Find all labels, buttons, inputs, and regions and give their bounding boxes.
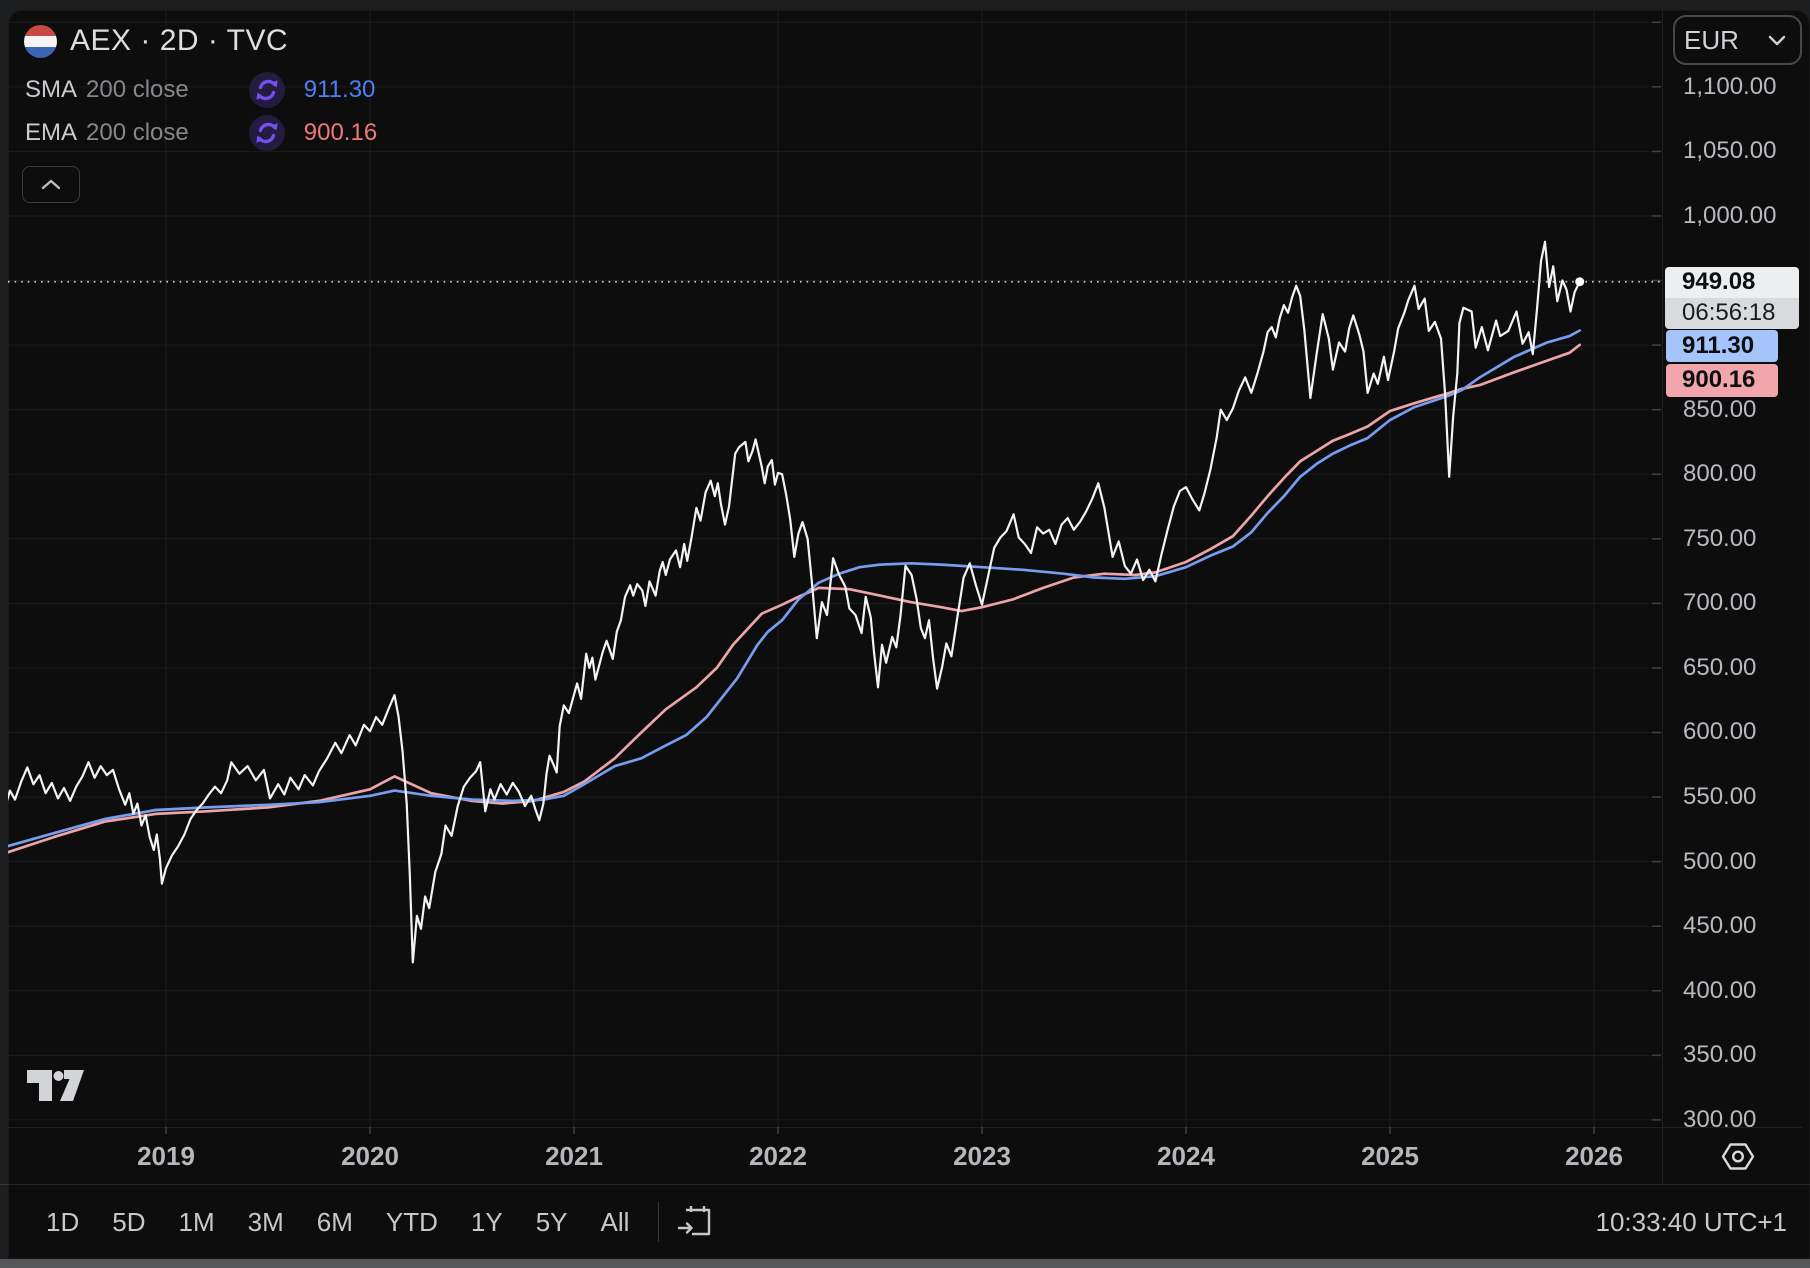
netherlands-flag-icon	[24, 24, 57, 58]
window-bottom-strip	[0, 1259, 1810, 1268]
time-axis-label: 2025	[1361, 1141, 1419, 1171]
go-to-date-button[interactable]	[673, 1198, 719, 1247]
price-axis-label: 1,050.00	[1683, 137, 1777, 165]
price-axis-border	[1662, 10, 1663, 1184]
range-3m-button[interactable]: 3M	[238, 1201, 294, 1244]
toolbar-divider	[658, 1202, 660, 1242]
time-axis-label: 2023	[953, 1141, 1011, 1171]
bar-close-countdown: 06:56:18	[1665, 297, 1799, 329]
chevron-up-icon	[41, 179, 61, 190]
price-axis-label: 300.00	[1683, 1105, 1757, 1133]
indicator-name: SMA	[25, 76, 78, 103]
indicator-value: 911.30	[303, 76, 376, 103]
price-axis-label: 1,000.00	[1683, 201, 1777, 229]
range-1m-button[interactable]: 1M	[169, 1201, 225, 1244]
sync-icon	[248, 115, 285, 151]
axis-settings-gear-icon[interactable]	[1721, 1141, 1755, 1172]
chevron-down-icon	[1768, 35, 1786, 45]
price-axis-label: 450.00	[1683, 912, 1757, 940]
range-1d-button[interactable]: 1D	[36, 1201, 89, 1244]
bottom-toolbar: 1D 5D 1M 3M 6M YTD 1Y 5Y All 10:33:40 UTC+1	[0, 1185, 1810, 1259]
time-axis-label: 2021	[545, 1141, 603, 1171]
collapse-legend-button[interactable]	[22, 166, 80, 203]
last-price-flag: 949.08 06:56:18	[1665, 266, 1799, 329]
time-axis-label: 2024	[1157, 1141, 1215, 1171]
time-axis[interactable]: 2019 2020 2021 2022 2023 2024 2025 2026	[8, 1127, 1662, 1185]
currency-dropdown[interactable]: EUR	[1673, 15, 1802, 65]
timezone-clock[interactable]: 10:33:40 UTC+1	[1595, 1206, 1787, 1237]
range-6m-button[interactable]: 6M	[307, 1201, 363, 1244]
range-1y-button[interactable]: 1Y	[461, 1201, 513, 1244]
range-5y-button[interactable]: 5Y	[526, 1201, 578, 1244]
indicator-params: 200 close	[86, 76, 189, 103]
price-axis-label: 400.00	[1683, 976, 1757, 1004]
price-axis-label: 850.00	[1683, 395, 1757, 423]
ema-price-flag: 900.16	[1666, 363, 1778, 397]
chart-panel	[8, 10, 1810, 1259]
indicator-row-sma[interactable]: SMA 200 close 911.30	[25, 72, 375, 108]
price-axis-label: 650.00	[1683, 653, 1757, 681]
sma-price-flag: 911.30	[1666, 329, 1778, 362]
price-axis-label: 800.00	[1683, 460, 1757, 488]
range-5d-button[interactable]: 5D	[102, 1201, 155, 1244]
chart-canvas[interactable]	[8, 10, 1662, 1150]
tradingview-logo[interactable]	[27, 1070, 84, 1106]
price-axis-label: 600.00	[1683, 718, 1757, 746]
price-axis[interactable]: 300.00 350.00 400.00 450.00 500.00 550.00 600.…	[1662, 10, 1802, 1133]
range-buttons: 1D 5D 1M 3M 6M YTD 1Y 5Y All	[36, 1201, 652, 1244]
price-axis-label: 500.00	[1683, 847, 1757, 875]
sync-icon	[248, 72, 285, 108]
time-axis-label: 2026	[1565, 1141, 1623, 1171]
calendar-go-to-date-icon	[678, 1205, 711, 1235]
range-all-button[interactable]: All	[591, 1201, 640, 1244]
symbol-header[interactable]: AEX · 2D · TVC	[24, 24, 288, 58]
symbol-title: AEX · 2D · TVC	[70, 24, 289, 57]
indicator-params: 200 close	[86, 119, 189, 146]
price-axis-label: 1,100.00	[1683, 72, 1777, 100]
price-axis-label: 550.00	[1683, 783, 1757, 811]
time-axis-label: 2022	[749, 1141, 807, 1171]
time-axis-label: 2019	[137, 1141, 195, 1171]
range-ytd-button[interactable]: YTD	[376, 1201, 448, 1244]
currency-label: EUR	[1684, 24, 1739, 55]
indicator-row-ema[interactable]: EMA 200 close 900.16	[25, 115, 377, 151]
price-axis-label: 700.00	[1683, 589, 1757, 617]
price-axis-label: 750.00	[1683, 524, 1757, 552]
last-price-value: 949.08	[1665, 266, 1799, 298]
indicator-value: 900.16	[303, 119, 378, 146]
time-axis-label: 2020	[341, 1141, 399, 1171]
toolbar-separator	[0, 1184, 1810, 1185]
indicator-name: EMA	[25, 119, 78, 146]
price-axis-label: 350.00	[1683, 1041, 1757, 1069]
time-axis-border	[8, 1127, 1802, 1128]
